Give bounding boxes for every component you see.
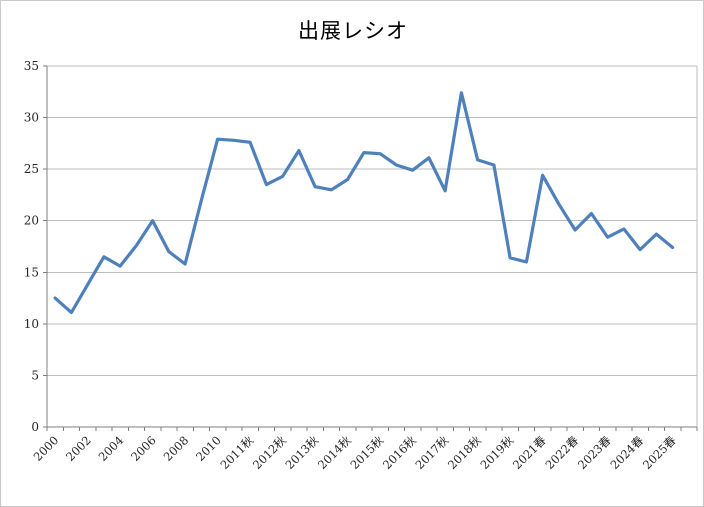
y-tick-label: 25: [24, 162, 39, 176]
x-tick-label: 2013秋: [283, 433, 322, 472]
x-tick-label: 2023春: [575, 433, 614, 472]
y-tick-label: 35: [24, 59, 39, 73]
x-tick-label: 2021春: [510, 433, 549, 472]
x-tick-label: 2018秋: [445, 433, 484, 472]
y-tick-label: 15: [24, 265, 39, 279]
series-line: [53, 91, 675, 315]
y-tick-label: 10: [24, 317, 39, 331]
x-tick-label: 2022春: [543, 433, 582, 472]
x-tick-label: 2016秋: [380, 433, 419, 472]
x-tick-label: 2012秋: [250, 433, 289, 472]
x-tick-label: 2002: [63, 433, 94, 464]
x-tick-label: 2011秋: [218, 433, 257, 472]
y-tick-label: 5: [31, 368, 39, 382]
x-tick-label: 2000: [31, 433, 62, 464]
chart-title: 出展レシオ: [298, 19, 408, 43]
y-tick-label: 20: [24, 214, 39, 228]
x-tick-label: 2014秋: [315, 433, 354, 472]
x-tick-label: 2019秋: [478, 433, 517, 472]
x-tick-label: 2004: [96, 433, 127, 464]
x-tick-label: 2006: [128, 433, 159, 464]
x-tick-label: 2017秋: [413, 433, 452, 472]
y-tick-label: 0: [31, 420, 39, 434]
x-tick-label: 2008: [161, 433, 192, 464]
x-tick-label: 2025春: [640, 433, 679, 472]
x-tick-label: 2015秋: [348, 433, 387, 472]
x-tick-label: 2024春: [608, 433, 647, 472]
y-tick-label: 30: [24, 111, 39, 125]
